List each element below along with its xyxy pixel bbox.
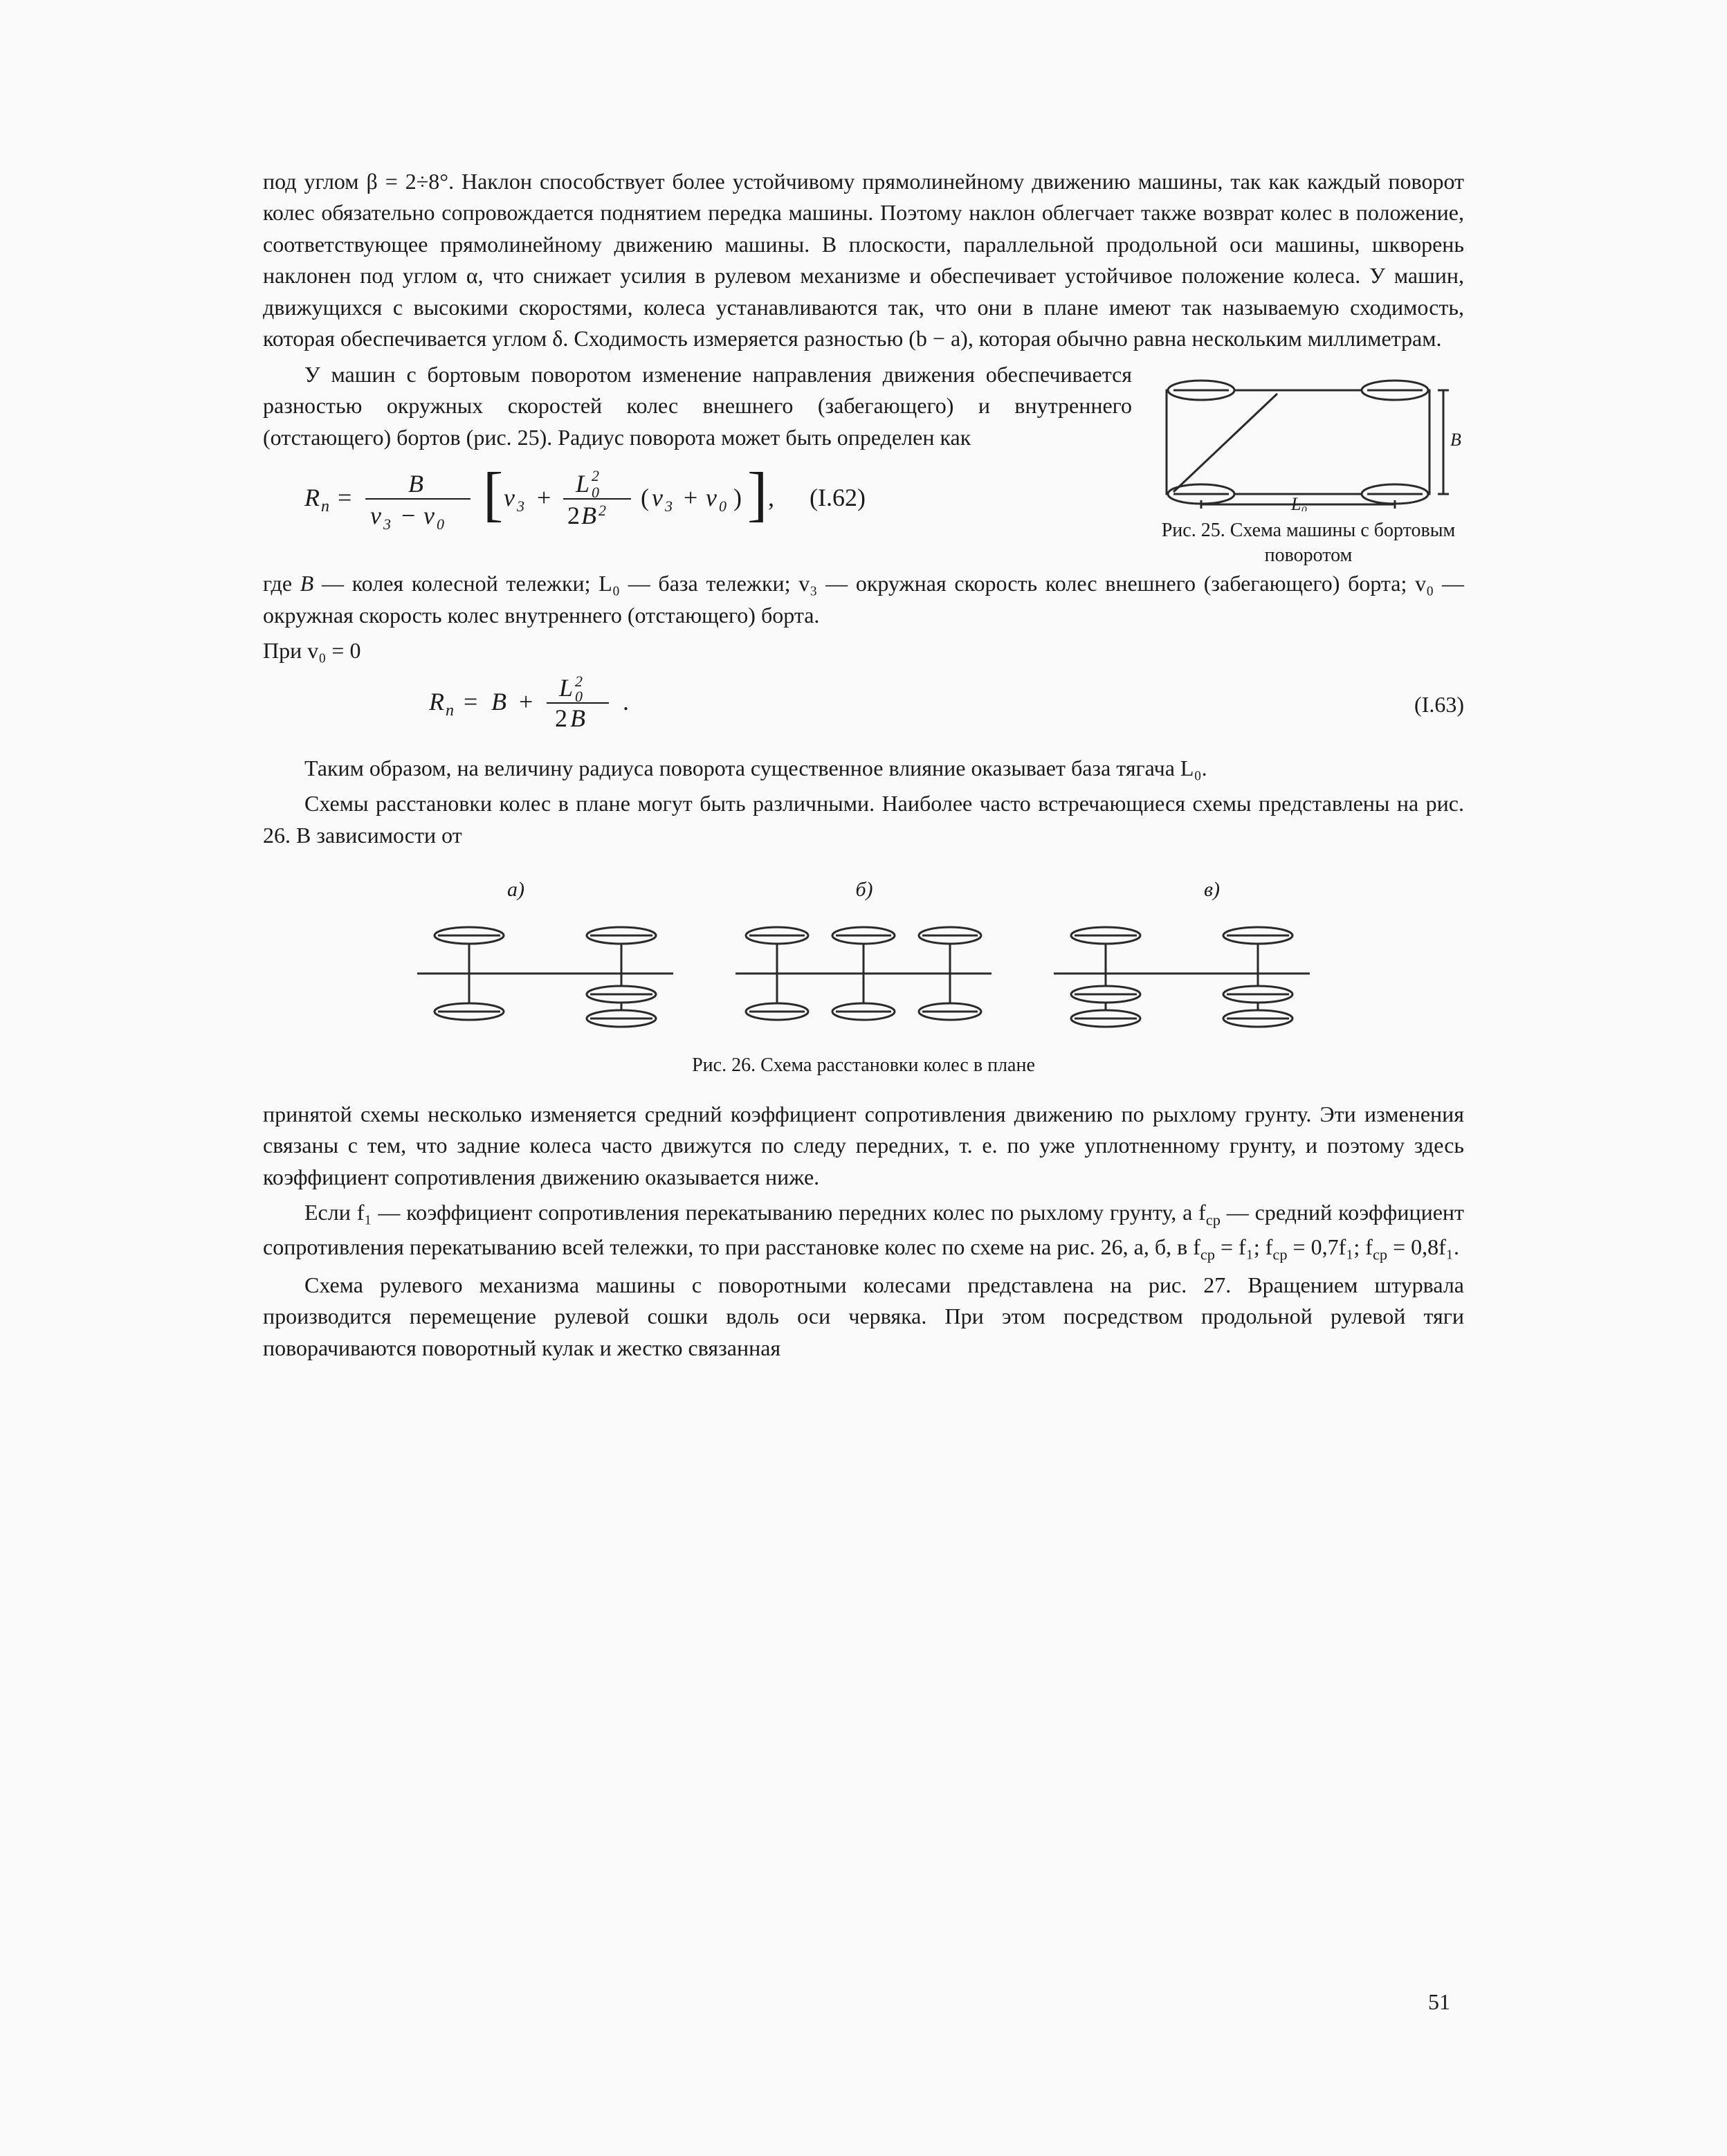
sub-cp-4: ср — [1373, 1245, 1387, 1263]
svg-text:=: = — [338, 484, 351, 511]
figure-25-caption: Рис. 25. Схема машины с бортовым поворот… — [1153, 518, 1464, 569]
svg-text:(: ( — [641, 484, 649, 511]
svg-text:0: 0 — [575, 688, 583, 705]
svg-text:−: − — [401, 502, 415, 529]
figure-26: a) б) в) — [396, 875, 1331, 1078]
p3-prefix: где — [263, 571, 300, 596]
svg-text:v: v — [504, 484, 515, 511]
fig26-label-v: в) — [1204, 875, 1220, 905]
paragraph-6: принятой схемы несколько изменяется сред… — [263, 1099, 1464, 1193]
svg-text:B: B — [581, 502, 596, 529]
svg-text:R: R — [304, 484, 320, 511]
figure-25: L₀ B Рис. 25. Схема машины с бортовым по… — [1153, 366, 1464, 569]
paragraph-3: где B — колея колесной тележки; L₀ — баз… — [263, 568, 1464, 631]
svg-text:v: v — [652, 484, 663, 511]
figure-26-labels: a) б) в) — [396, 875, 1331, 905]
figure-25-svg: L₀ B — [1153, 366, 1464, 511]
svg-text:3: 3 — [383, 515, 391, 533]
svg-text:+: + — [684, 484, 697, 511]
equation-2-number: (I.63) — [1381, 689, 1464, 720]
svg-text:L: L — [575, 470, 590, 497]
svg-text:[: [ — [483, 463, 503, 528]
sub-cp-2: ср — [1200, 1245, 1215, 1263]
sub-cp-1: ср — [1206, 1212, 1221, 1229]
svg-text:п: п — [446, 702, 454, 720]
svg-text:]: ] — [747, 463, 767, 528]
equation-2: Rп = B + L20 2B . — [401, 674, 1381, 736]
paragraph-8: Схема рулевого механизма машины с поворо… — [263, 1270, 1464, 1364]
svg-text:): ) — [733, 484, 742, 511]
page-number: 51 — [1428, 1986, 1450, 2018]
equation-2-row: Rп = B + L20 2B . (I.63) — [263, 674, 1464, 736]
svg-text:B: B — [570, 704, 585, 732]
p7-d: = 0,7f₁; f — [1288, 1234, 1373, 1259]
svg-text:B: B — [1450, 430, 1461, 450]
svg-text:B: B — [408, 470, 423, 497]
svg-text:=: = — [464, 688, 477, 715]
svg-text:,: , — [768, 484, 774, 511]
svg-text:2: 2 — [592, 467, 599, 484]
figure-26-caption: Рис. 26. Схема расстановки колес в плане — [396, 1053, 1331, 1078]
equation-1-svg: Rп = B v3 − v0 [ v3 + L20 2B2 ( v3 + v0 … — [263, 463, 955, 539]
fig26-label-a: a) — [507, 875, 524, 905]
svg-text:2: 2 — [567, 502, 580, 529]
p7-e: = 0,8f₁. — [1387, 1234, 1459, 1259]
paragraph-1: под углом β = 2÷8°. Наклон способствует … — [263, 166, 1464, 355]
svg-text:(I.62): (I.62) — [810, 484, 866, 511]
figure-26-svg — [396, 908, 1331, 1039]
svg-text:п: п — [321, 497, 329, 515]
svg-text:+: + — [537, 484, 551, 511]
svg-text:3: 3 — [516, 497, 524, 515]
svg-text:+: + — [519, 688, 533, 715]
variable-B: B — [300, 571, 314, 596]
paragraph-3-line2: При v₀ = 0 — [263, 635, 1464, 666]
paragraph-7: Если f₁ — коэффициент сопротивления пере… — [263, 1197, 1464, 1265]
p7-c: = f₁; f — [1215, 1234, 1272, 1259]
paragraph-4: Таким образом, на величину радиуса повор… — [263, 753, 1464, 784]
sub-cp-3: ср — [1272, 1245, 1287, 1263]
svg-text:L₀: L₀ — [1290, 494, 1308, 511]
svg-text:2: 2 — [555, 704, 567, 732]
svg-text:2: 2 — [598, 502, 606, 519]
svg-text:v: v — [706, 484, 717, 511]
svg-text:0: 0 — [592, 484, 599, 501]
svg-text:.: . — [623, 688, 629, 715]
svg-text:R: R — [428, 688, 444, 715]
paragraph-5: Схемы расстановки колес в плане могут бы… — [263, 788, 1464, 851]
svg-text:3: 3 — [664, 497, 673, 515]
svg-text:v: v — [423, 502, 435, 529]
p3-body: — колея колесной тележки; L₀ — база теле… — [263, 571, 1464, 627]
svg-text:B: B — [491, 688, 506, 715]
svg-text:0: 0 — [719, 497, 727, 515]
p7-a: Если f₁ — коэффициент сопротивления пере… — [304, 1200, 1206, 1225]
svg-text:L: L — [558, 674, 573, 702]
fig26-label-b: б) — [855, 875, 872, 905]
svg-text:0: 0 — [437, 515, 444, 533]
svg-text:v: v — [370, 502, 381, 529]
